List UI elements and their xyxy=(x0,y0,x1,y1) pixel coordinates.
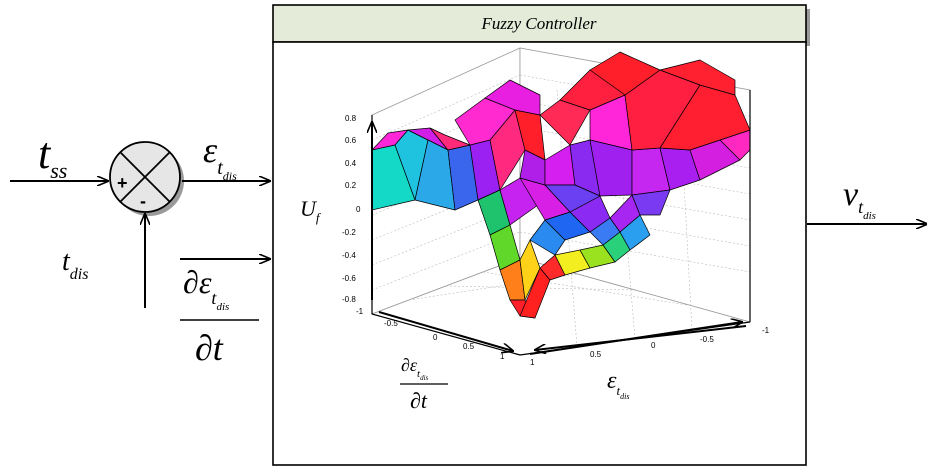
z-tick: -0.8 xyxy=(342,295,356,304)
y-tick: -0.5 xyxy=(384,319,398,328)
x-axis-arrow-reverse xyxy=(529,322,742,355)
y-tick: 1 xyxy=(500,352,505,361)
summing-junction: + - xyxy=(109,141,184,216)
y-tick: -1 xyxy=(356,307,364,316)
svg-text:∂t: ∂t xyxy=(410,388,428,413)
z-tick: 0 xyxy=(356,205,361,214)
z-axis-label: Uf xyxy=(300,196,322,225)
reference-label: tss xyxy=(38,129,67,183)
z-tick: -0.2 xyxy=(342,228,356,237)
x-tick: 1 xyxy=(530,358,535,367)
svg-text:∂εtdis: ∂εtdis xyxy=(183,264,229,313)
x-tick: -1 xyxy=(762,326,770,335)
x-axis-label: εtdis xyxy=(607,368,629,401)
error-label: εtdis xyxy=(203,130,237,183)
x-tick: -0.5 xyxy=(700,335,714,344)
z-tick: -0.6 xyxy=(342,274,356,283)
y-axis-arrow xyxy=(378,311,513,351)
minus-sign: - xyxy=(140,191,146,211)
z-tick: 0.4 xyxy=(345,159,357,168)
z-tick: 0.8 xyxy=(345,114,357,123)
z-tick: 0.2 xyxy=(345,181,357,190)
controller-title: Fuzzy Controller xyxy=(480,14,596,33)
svg-text:∂εtdis: ∂εtdis xyxy=(401,355,429,382)
feedback-label: tdis xyxy=(62,246,88,283)
output-label: vtdis xyxy=(843,176,876,222)
derivative-label: ∂εtdis ∂t xyxy=(180,264,259,368)
svg-text:∂t: ∂t xyxy=(195,328,224,368)
z-tick: -0.4 xyxy=(342,251,356,260)
z-tick: 0.6 xyxy=(345,136,357,145)
y-tick: 0.5 xyxy=(463,342,475,351)
x-tick: 0 xyxy=(651,341,656,350)
y-tick: 0 xyxy=(433,333,438,342)
y-axis-label: ∂εtdis ∂t xyxy=(400,355,448,413)
plus-sign: + xyxy=(117,173,128,193)
fuzzy-surface xyxy=(371,51,751,319)
x-tick: 0.5 xyxy=(590,350,602,359)
surface-plot: 0.8 0.6 0.4 0.2 0 -0.2 -0.4 -0.6 -0.8 -1… xyxy=(300,47,770,413)
